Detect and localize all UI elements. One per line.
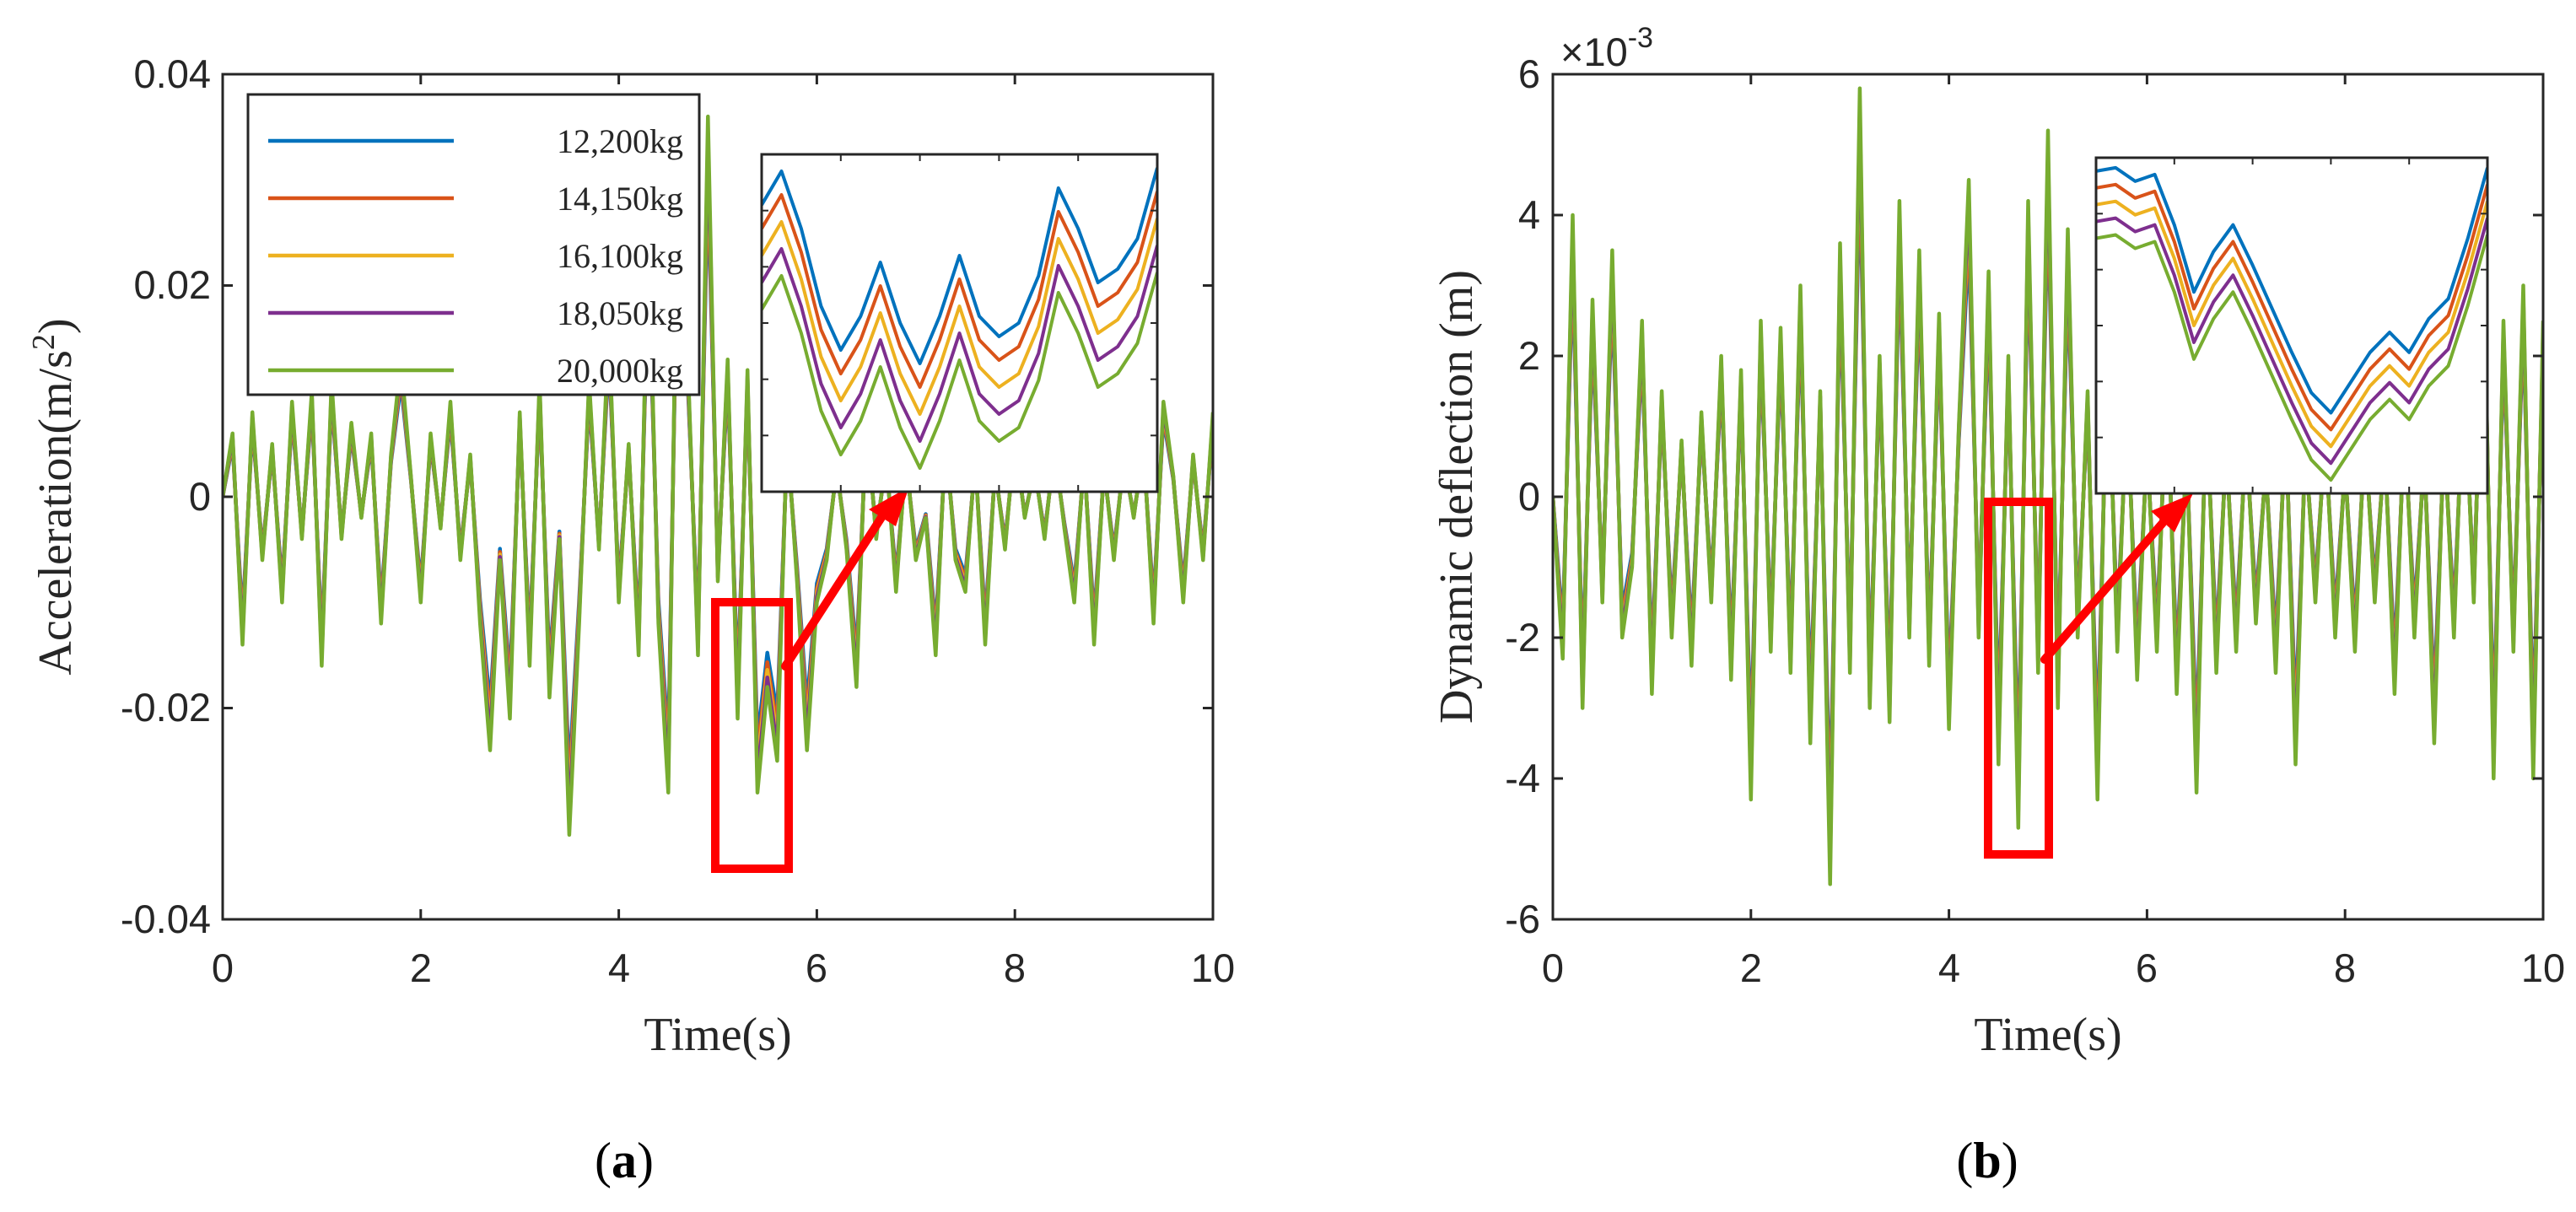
- xtick-label-a: 2: [410, 945, 432, 990]
- y-axis-label-b: Dynamic deflection (m): [1431, 270, 1483, 724]
- ytick-label-b: -4: [1505, 756, 1540, 800]
- xtick-label-a: 8: [1004, 945, 1026, 990]
- inset-series-line-2: [2096, 182, 2487, 432]
- panel-label-b: (b): [1956, 1133, 2018, 1188]
- inset-series-a: [762, 167, 1157, 470]
- inset-series-line-4: [762, 245, 1157, 443]
- ytick-label-b: 2: [1518, 333, 1540, 378]
- y-axis-label-a: Acceleration(m/s2): [26, 318, 82, 675]
- ytick-label-b: -6: [1505, 897, 1540, 941]
- ytick-label-a: 0.02: [134, 262, 211, 307]
- series-group-a: [223, 114, 1213, 838]
- ytick-label-a: 0.04: [134, 51, 211, 96]
- inset-series-line-5: [2096, 233, 2487, 482]
- ytick-label-a: 0: [189, 474, 211, 519]
- ytick-label-a: -0.02: [121, 685, 211, 730]
- xtick-label-a: 0: [212, 945, 234, 990]
- zoom-arrow-head-a: [869, 487, 909, 526]
- y-exponent-label: ×10-3: [1560, 22, 1653, 74]
- inset-bg-b: [2096, 158, 2487, 493]
- panel-b: ×10-3 6 4 2 0 -2 -4 -6 0 2 4 6 8 10 Time…: [1431, 22, 2565, 1188]
- ytick-label-b: 6: [1518, 51, 1540, 96]
- xtick-label-a: 10: [1191, 945, 1235, 990]
- legend-box: [246, 93, 701, 396]
- zoom-arrow-b: [2040, 519, 2167, 664]
- xtick-label-b: 10: [2521, 945, 2565, 990]
- xtick-label-b: 0: [1542, 945, 1564, 990]
- xtick-label-b: 8: [2334, 945, 2356, 990]
- legend-label-5: 20,000kg: [557, 352, 683, 390]
- ticks-a: [221, 73, 1215, 921]
- legend-label-4: 18,050kg: [557, 294, 683, 332]
- inset-series-line-3: [762, 218, 1157, 416]
- xtick-label-b: 6: [2136, 945, 2158, 990]
- legend-label-3: 16,100kg: [557, 237, 683, 275]
- inset-ticks-b: [2096, 158, 2487, 493]
- inset-series-line-4: [2096, 216, 2487, 466]
- legend-label-2: 14,150kg: [557, 180, 683, 218]
- inset-series-line-1: [2096, 165, 2487, 415]
- series-line-5: [1553, 86, 2543, 886]
- highlight-box-b: [1984, 498, 2053, 859]
- zoom-arrow-head-b: [2151, 493, 2193, 532]
- highlight-box-a: [711, 598, 793, 873]
- inset-series-line-5: [762, 272, 1157, 470]
- ytick-label-b: 0: [1518, 474, 1540, 519]
- inset-series-b: [2096, 165, 2487, 482]
- panel-a: 0.04 0.02 0 -0.02 -0.04 0 2 4 6 8 10 Tim…: [26, 51, 1235, 1188]
- ticks-b: [1551, 73, 2545, 921]
- zoom-arrow-a: [781, 512, 887, 671]
- inset-ticks-a: [762, 154, 1157, 492]
- x-axis-label-b: Time(s): [1974, 1009, 2121, 1061]
- panel-label-a: (a): [595, 1133, 654, 1188]
- inset-series-line-1: [762, 167, 1157, 365]
- legend-a: 12,200kg 14,150kg 16,100kg 18,050kg 20,000kg: [246, 93, 701, 396]
- xtick-label-b: 2: [1740, 945, 1762, 990]
- xtick-label-a: 4: [608, 945, 630, 990]
- series-group-b: [1553, 86, 2543, 886]
- xtick-label-b: 4: [1938, 945, 1960, 990]
- inset-series-line-2: [762, 191, 1157, 389]
- series-line-5: [223, 114, 1213, 838]
- inset-series-line-3: [2096, 199, 2487, 449]
- xtick-label-a: 6: [806, 945, 827, 990]
- x-axis-label-a: Time(s): [644, 1009, 791, 1061]
- ytick-label-b: -2: [1505, 615, 1540, 660]
- legend-label-1: 12,200kg: [557, 122, 683, 160]
- ytick-label-b: 4: [1518, 192, 1540, 237]
- ytick-label-a: -0.04: [121, 897, 211, 941]
